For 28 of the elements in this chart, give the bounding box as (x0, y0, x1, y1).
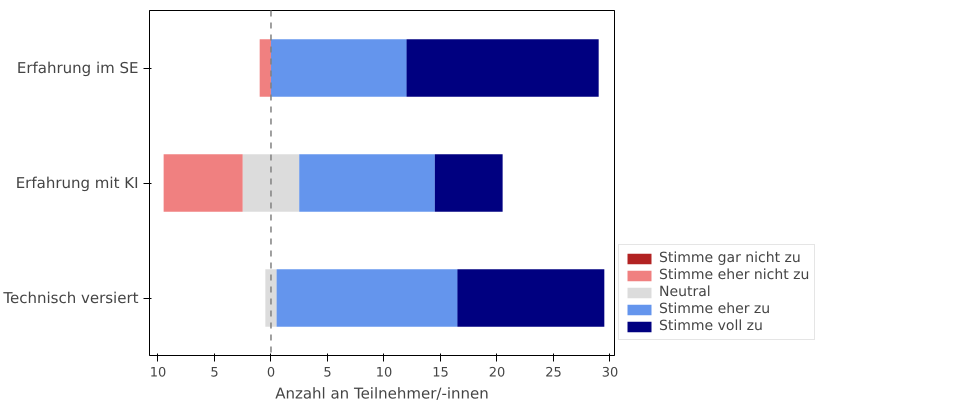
x-tick-label: 25 (545, 366, 562, 380)
y-tick-label: Erfahrung mit KI (16, 174, 139, 192)
x-tick-label: 10 (150, 366, 166, 380)
legend-label: Stimme eher nicht zu (659, 267, 810, 283)
bar (299, 154, 435, 212)
bar (260, 39, 271, 97)
x-tick-label: 15 (432, 366, 449, 380)
bar (406, 39, 599, 97)
x-tick-label: 5 (323, 366, 332, 380)
x-tick-label: 30 (602, 366, 618, 380)
bar (265, 269, 277, 327)
bar (164, 154, 243, 212)
x-axis-title: Anzahl an Teilnehmer/-innen (275, 384, 489, 402)
legend-label: Stimme voll zu (659, 318, 763, 334)
legend-label: Stimme eher zu (659, 301, 770, 317)
x-tick-label: 0 (266, 366, 276, 380)
y-tick-label: Technisch versiert (2, 289, 139, 307)
x-tick-label: 10 (376, 366, 392, 380)
bar (242, 154, 300, 212)
y-tick-label: Erfahrung im SE (16, 59, 138, 77)
legend-label: Stimme gar nicht zu (659, 250, 801, 266)
bar (434, 154, 503, 212)
bar (457, 269, 604, 327)
x-tick-label: 20 (488, 366, 506, 380)
bar (276, 269, 458, 327)
x-tick-label: 5 (210, 366, 219, 380)
legend-label: Neutral (659, 284, 711, 300)
bar (270, 39, 407, 97)
